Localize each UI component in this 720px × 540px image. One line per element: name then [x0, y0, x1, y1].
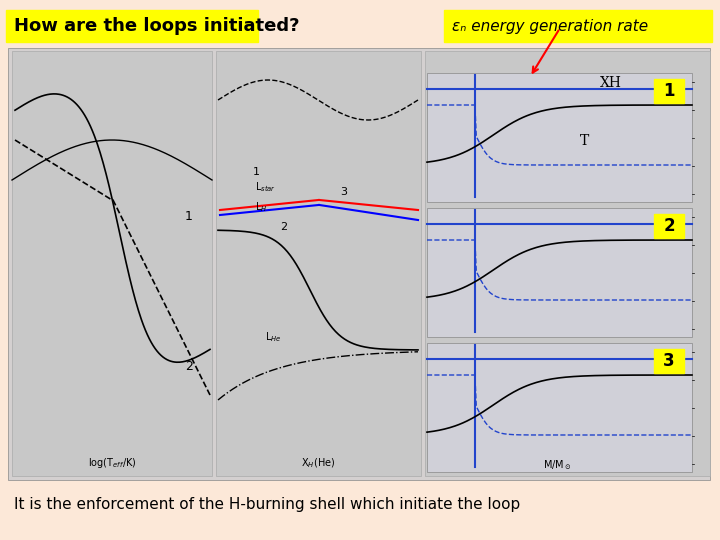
- Text: X$_H$(He): X$_H$(He): [301, 456, 335, 470]
- Text: 2: 2: [663, 217, 675, 235]
- FancyBboxPatch shape: [12, 51, 212, 476]
- Text: 2: 2: [185, 360, 193, 373]
- FancyBboxPatch shape: [425, 51, 710, 476]
- FancyBboxPatch shape: [654, 214, 684, 238]
- Text: L$_{H}$: L$_{H}$: [255, 200, 267, 214]
- Text: 1: 1: [663, 82, 675, 100]
- Text: How are the loops initiated?: How are the loops initiated?: [14, 17, 300, 35]
- Text: log(T$_{eff}$/K): log(T$_{eff}$/K): [88, 456, 136, 470]
- Text: 1: 1: [253, 167, 260, 177]
- Text: 3: 3: [340, 187, 347, 197]
- FancyBboxPatch shape: [654, 349, 684, 373]
- FancyBboxPatch shape: [427, 208, 692, 337]
- Text: L$_{star}$: L$_{star}$: [255, 180, 276, 194]
- FancyBboxPatch shape: [444, 10, 712, 42]
- Text: It is the enforcement of the H-burning shell which initiate the loop: It is the enforcement of the H-burning s…: [14, 497, 521, 512]
- Text: 2: 2: [280, 222, 287, 232]
- Text: L$_{He}$: L$_{He}$: [265, 330, 282, 344]
- Text: 3: 3: [663, 352, 675, 370]
- Text: M/M$_\odot$: M/M$_\odot$: [543, 458, 571, 472]
- Text: XH: XH: [600, 76, 622, 90]
- FancyBboxPatch shape: [427, 343, 692, 472]
- FancyBboxPatch shape: [427, 73, 692, 202]
- FancyBboxPatch shape: [6, 10, 258, 42]
- FancyBboxPatch shape: [654, 79, 684, 103]
- Text: εₙ energy generation rate: εₙ energy generation rate: [452, 18, 648, 33]
- FancyBboxPatch shape: [216, 51, 421, 476]
- Text: T: T: [580, 134, 589, 148]
- FancyBboxPatch shape: [8, 48, 710, 480]
- Text: 1: 1: [185, 210, 193, 223]
